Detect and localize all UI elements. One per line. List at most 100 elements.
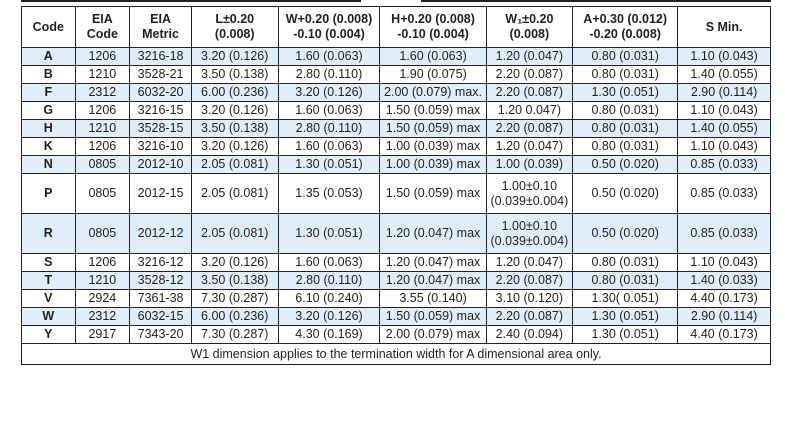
column-header: EIA Code bbox=[74, 6, 131, 48]
column-header-line1: W₁±0.20 bbox=[505, 12, 554, 26]
cell-code: F bbox=[21, 83, 76, 102]
cell-w: 1.30 (0.051) bbox=[277, 213, 381, 254]
cell-eia: 1210 bbox=[74, 119, 131, 138]
cell-w1: 2.20 (0.087) bbox=[485, 83, 574, 102]
cell-w: 1.35 (0.053) bbox=[277, 173, 381, 214]
cell-w1: 1.00 (0.039) bbox=[485, 155, 574, 174]
cell-metric: 3528-12 bbox=[129, 271, 192, 290]
cell-w1: 1.00±0.10 (0.039±0.004) bbox=[485, 173, 574, 214]
column-header-line1: EIA bbox=[150, 12, 171, 26]
table-row: S 1206 3216-12 3.20 (0.126) 1.60 (0.063) 1.20… bbox=[21, 253, 771, 272]
cell-s: 1.10 (0.043) bbox=[677, 47, 771, 66]
cell-a: 0.80 (0.031) bbox=[572, 119, 679, 138]
cell-s: 1.10 (0.043) bbox=[677, 253, 771, 272]
cell-code: Y bbox=[21, 325, 76, 344]
cell-w1-line: 1.00±0.10 bbox=[501, 218, 558, 233]
cell-a: 0.80 (0.031) bbox=[572, 101, 679, 120]
column-header: S Min. bbox=[677, 6, 771, 48]
cell-s: 0.85 (0.033) bbox=[677, 213, 771, 254]
cell-a: 1.30( 0.051) bbox=[572, 289, 679, 308]
cell-code: W bbox=[21, 307, 76, 326]
cell-l: 7.30 (0.287) bbox=[190, 289, 279, 308]
cell-l: 3.50 (0.138) bbox=[190, 65, 279, 84]
cell-w1-line: 1.20 (0.047) bbox=[495, 49, 564, 63]
column-header-line2: -0.20 (0.008) bbox=[589, 27, 661, 41]
cell-w1-line: 1.20 (0.047) bbox=[495, 255, 564, 269]
cell-h: 1.20 (0.047) max bbox=[379, 271, 487, 290]
table-row: N 0805 2012-10 2.05 (0.081) 1.30 (0.051) 1.00… bbox=[21, 155, 771, 174]
cell-l: 3.20 (0.126) bbox=[190, 137, 279, 156]
cell-code: H bbox=[21, 119, 76, 138]
cell-l: 2.05 (0.081) bbox=[190, 155, 279, 174]
cell-a: 1.30 (0.051) bbox=[572, 307, 679, 326]
cell-metric: 7343-20 bbox=[129, 325, 192, 344]
cell-w1-line: 2.40 (0.094) bbox=[495, 327, 564, 341]
cell-w1-line: 2.20 (0.087) bbox=[495, 273, 564, 287]
cell-w1: 2.20 (0.087) bbox=[485, 65, 574, 84]
cell-w1-line: 1.00 (0.039) bbox=[495, 157, 564, 171]
cell-a: 0.50 (0.020) bbox=[572, 213, 679, 254]
header-row: Code EIA Code EIA Metric L±0.20 (0.008) W+0.20 … bbox=[21, 6, 771, 48]
cell-w: 2.80 (0.110) bbox=[277, 65, 381, 84]
table-row: Y 2917 7343-20 7.30 (0.287) 4.30 (0.169) 2.00… bbox=[21, 325, 771, 344]
cell-eia: 1206 bbox=[74, 101, 131, 120]
cell-h: 1.00 (0.039) max bbox=[379, 155, 487, 174]
cell-s: 1.40 (0.055) bbox=[677, 65, 771, 84]
cell-s: 1.40 (0.055) bbox=[677, 119, 771, 138]
cell-a: 0.80 (0.031) bbox=[572, 253, 679, 272]
cell-a: 1.30 (0.051) bbox=[572, 83, 679, 102]
cell-metric: 2012-15 bbox=[129, 173, 192, 214]
cell-w1: 2.20 (0.087) bbox=[485, 271, 574, 290]
cell-l: 3.20 (0.126) bbox=[190, 253, 279, 272]
cell-s: 1.40 (0.033) bbox=[677, 271, 771, 290]
footnote: W1 dimension applies to the termination … bbox=[21, 343, 771, 365]
table-row: P 0805 2012-15 2.05 (0.081) 1.35 (0.053) 1.50… bbox=[21, 173, 771, 214]
cell-a: 1.30 (0.051) bbox=[572, 325, 679, 344]
table-row: H 1210 3528-15 3.50 (0.138) 2.80 (0.110) 1.50… bbox=[21, 119, 771, 138]
cell-h: 1.50 (0.059) max bbox=[379, 173, 487, 214]
column-header-line2: (0.008) bbox=[509, 27, 550, 41]
table-row: R 0805 2012-12 2.05 (0.081) 1.30 (0.051) 1.20… bbox=[21, 213, 771, 254]
cell-l: 3.50 (0.138) bbox=[190, 271, 279, 290]
table-row: V 2924 7361-38 7.30 (0.287) 6.10 (0.240) 3.55… bbox=[21, 289, 771, 308]
cell-w1: 1.20 (0.047) bbox=[485, 47, 574, 66]
table-row: A 1206 3216-18 3.20 (0.126) 1.60 (0.063) 1.60… bbox=[21, 47, 771, 66]
cell-metric: 3216-15 bbox=[129, 101, 192, 120]
cell-metric: 3528-15 bbox=[129, 119, 192, 138]
cell-h: 1.50 (0.059) max bbox=[379, 101, 487, 120]
cell-s: 0.85 (0.033) bbox=[677, 155, 771, 174]
cell-eia: 0805 bbox=[74, 173, 131, 214]
cell-l: 7.30 (0.287) bbox=[190, 325, 279, 344]
cell-h: 1.50 (0.059) max bbox=[379, 307, 487, 326]
cell-h: 2.00 (0.079) max bbox=[379, 325, 487, 344]
column-header-line2: (0.008) bbox=[214, 27, 255, 41]
cell-w: 1.60 (0.063) bbox=[277, 101, 381, 120]
cell-w: 1.60 (0.063) bbox=[277, 47, 381, 66]
column-header-line1: W+0.20 (0.008) bbox=[285, 12, 373, 26]
cell-h: 1.20 (0.047) max bbox=[379, 213, 487, 254]
cell-eia: 1210 bbox=[74, 65, 131, 84]
cell-w: 2.80 (0.110) bbox=[277, 271, 381, 290]
cell-h: 1.90 (0.075) bbox=[379, 65, 487, 84]
cell-s: 4.40 (0.173) bbox=[677, 289, 771, 308]
cell-w1-line: (0.039±0.004) bbox=[490, 193, 569, 208]
cell-l: 2.05 (0.081) bbox=[190, 173, 279, 214]
cell-metric: 7361-38 bbox=[129, 289, 192, 308]
column-header-line2: Metric bbox=[142, 27, 179, 41]
cell-w1: 1.20 (0.047) bbox=[485, 137, 574, 156]
table-row: F 2312 6032-20 6.00 (0.236) 3.20 (0.126) 2.00… bbox=[21, 83, 771, 102]
cell-eia: 1206 bbox=[74, 47, 131, 66]
cell-code: B bbox=[21, 65, 76, 84]
footnote-row: W1 dimension applies to the termination … bbox=[21, 343, 771, 365]
cell-a: 0.80 (0.031) bbox=[572, 271, 679, 290]
cell-l: 6.00 (0.236) bbox=[190, 307, 279, 326]
top-border-fragments bbox=[21, 0, 771, 6]
column-header: Code bbox=[21, 6, 76, 48]
column-header-line1: A+0.30 (0.012) bbox=[583, 12, 668, 26]
cell-h: 1.20 (0.047) max bbox=[379, 253, 487, 272]
cell-l: 3.20 (0.126) bbox=[190, 101, 279, 120]
cell-code: K bbox=[21, 137, 76, 156]
cell-eia: 2312 bbox=[74, 307, 131, 326]
cell-code: T bbox=[21, 271, 76, 290]
cell-l: 2.05 (0.081) bbox=[190, 213, 279, 254]
